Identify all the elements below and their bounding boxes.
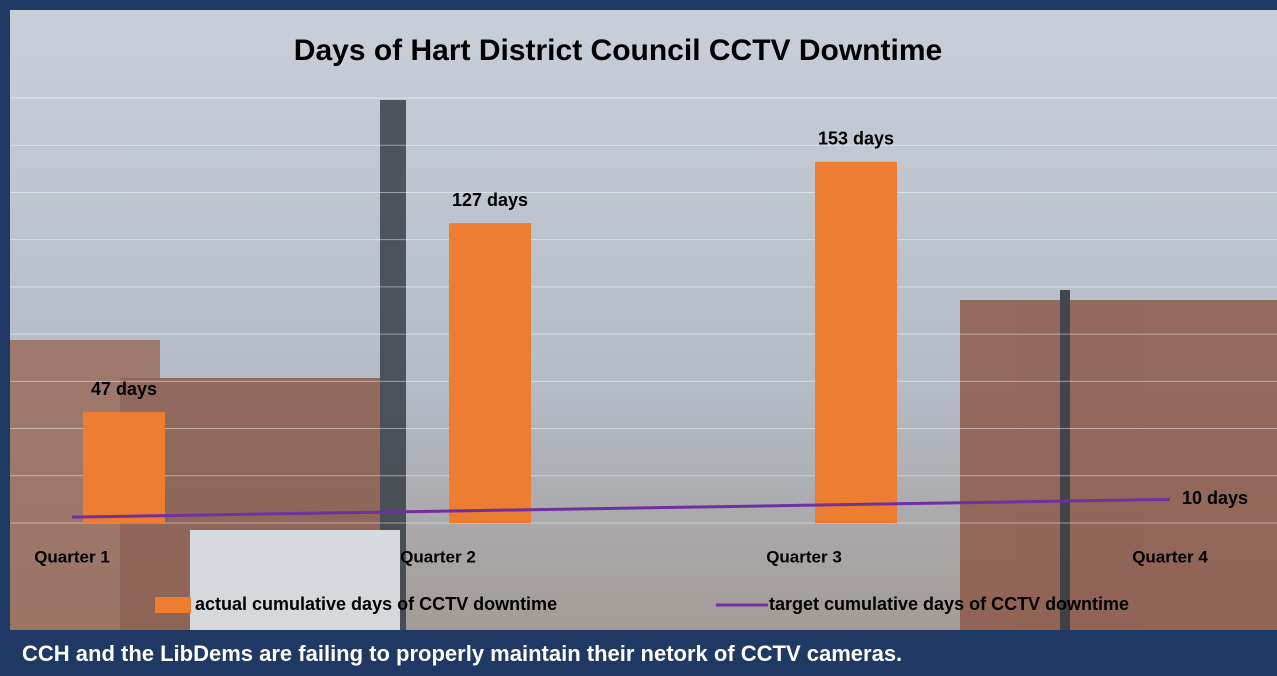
caption: CCH and the LibDems are failing to prope…	[22, 641, 902, 666]
data-label: 153 days	[818, 129, 894, 149]
page: {"chart_data": {"type": "bar", "title": …	[0, 0, 1277, 676]
bar	[815, 162, 897, 523]
chart-title: Days of Hart District Council CCTV Downt…	[294, 34, 942, 67]
data-label: 10 days	[1182, 488, 1248, 508]
x-tick-label: Quarter 1	[34, 547, 110, 566]
data-label: 47 days	[91, 379, 157, 399]
bar	[449, 223, 531, 523]
legend-label: target cumulative days of CCTV downtime	[769, 594, 1129, 614]
bar	[83, 412, 165, 523]
x-tick-label: Quarter 2	[400, 547, 476, 566]
data-label: 127 days	[452, 190, 528, 210]
x-tick-label: Quarter 4	[1132, 547, 1208, 566]
legend-label: actual cumulative days of CCTV downtime	[195, 594, 557, 614]
chart: Days of Hart District Council CCTV Downt…	[0, 0, 1277, 676]
legend-swatch	[155, 597, 191, 613]
x-tick-label: Quarter 3	[766, 547, 842, 566]
